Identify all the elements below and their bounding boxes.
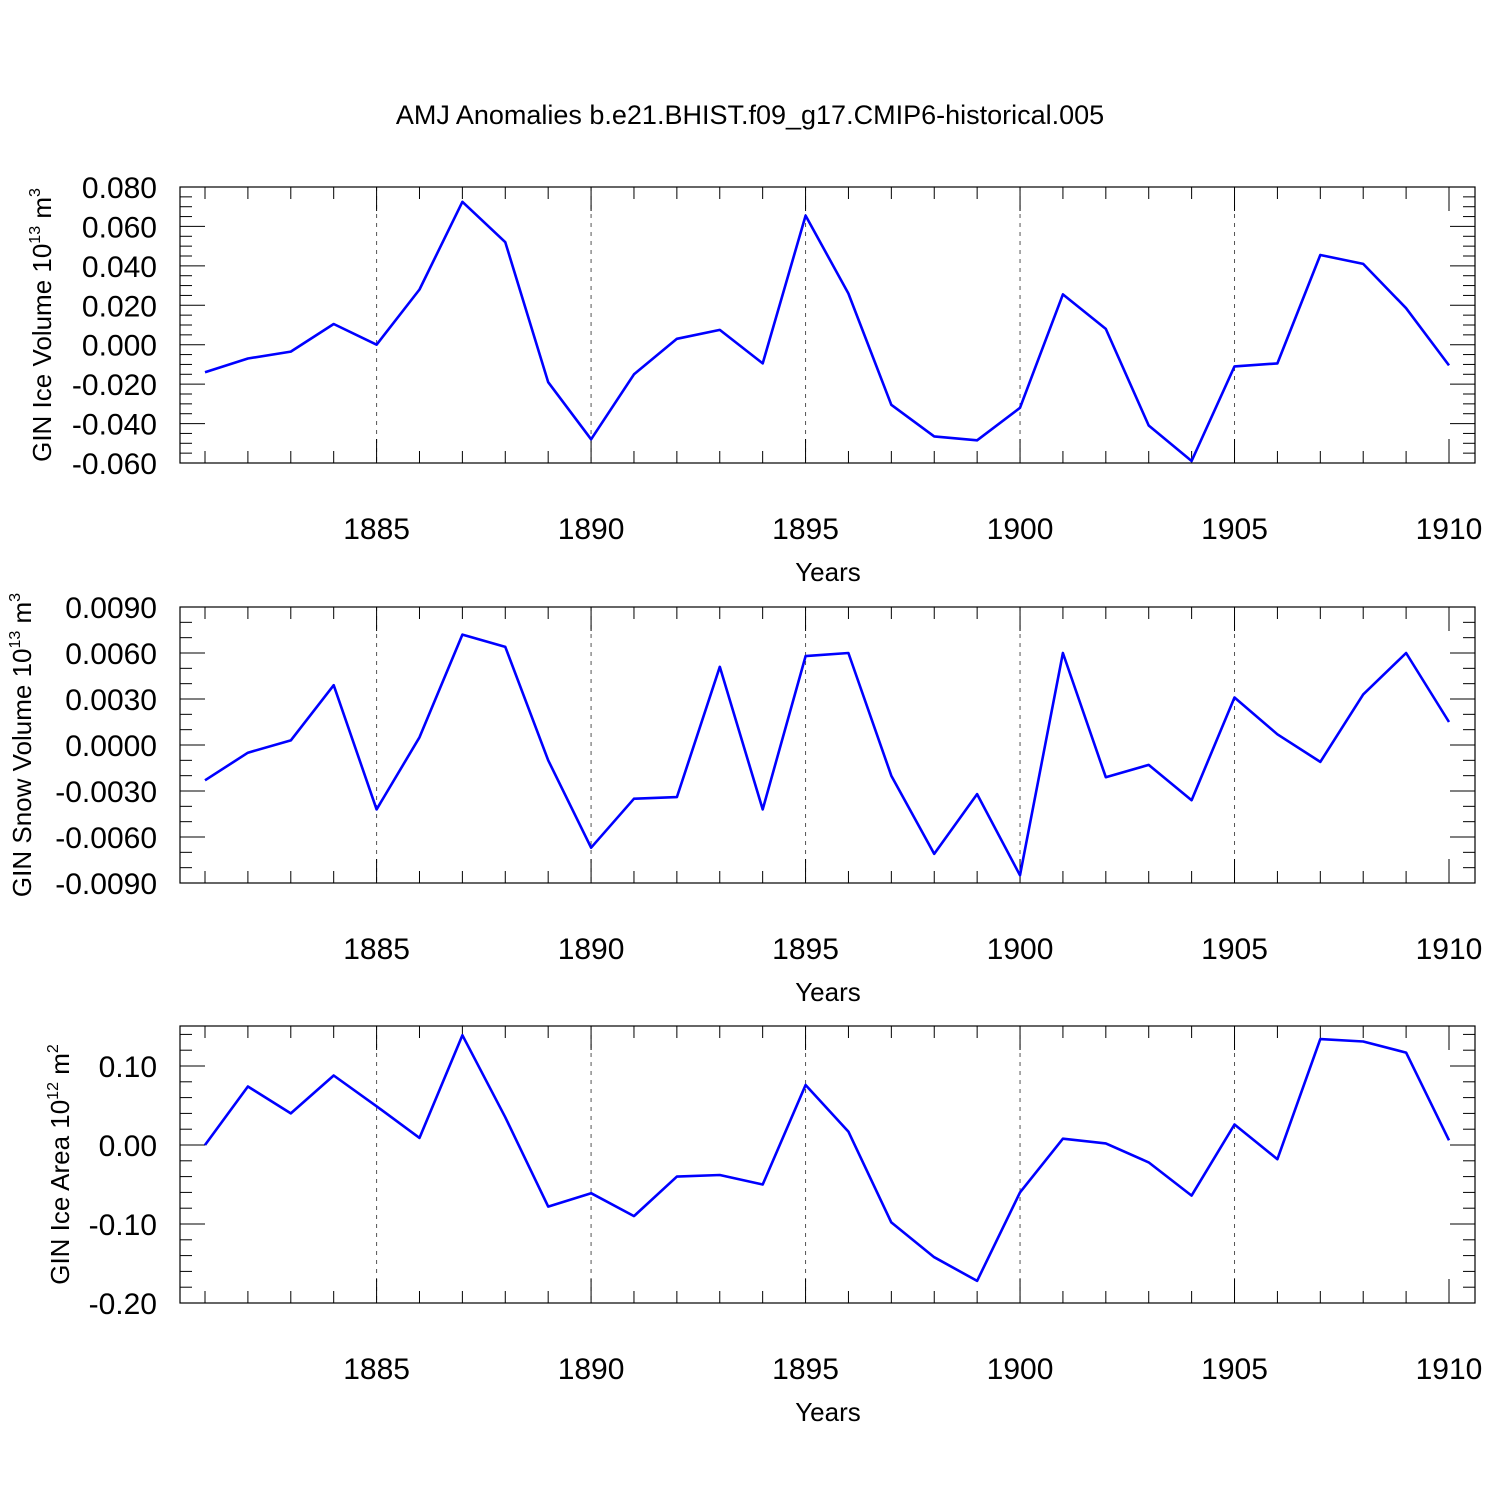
y-tick-label: 0.020 [82,290,157,323]
panel-3: -0.20 -0.10 0.00 0.10 1885 1890 1895 1900 1905 19… [45,1025,1483,1427]
y-tick-label: 0.0000 [65,730,157,763]
panel-2: -0.0090 -0.0060 -0.0030 0.0000 0.0030 0.0060 0… [7,592,1482,1007]
plot-frame [179,606,1476,884]
x-tick-label: 1895 [772,513,839,546]
x-tick-label: 1895 [772,1353,839,1386]
y-axis-label: GIN Snow Volume 1013 m3 [7,593,37,897]
x-axis-label: Years [795,1397,861,1427]
panel-1: -0.060 -0.040 -0.020 0.000 0.020 0.040 0.060 0.… [27,172,1482,587]
x-tick-label: 1885 [343,933,410,966]
series-line [204,200,1451,463]
y-axis-label: GIN Ice Volume 1013 m3 [27,188,57,462]
y-tick-label: 0.10 [99,1051,157,1084]
y-tick-label: 0.060 [82,211,157,244]
x-tick-label: 1910 [1416,933,1483,966]
x-tick-label: 1900 [987,1353,1054,1386]
x-tick-label: 1895 [772,933,839,966]
x-tick-label: 1885 [343,1353,410,1386]
x-axis-label: Years [795,557,861,587]
y-tick-label: 0.0090 [65,592,157,625]
y-tick-label: 0.0030 [65,684,157,717]
x-tick-label: 1885 [343,513,410,546]
y-axis-label: GIN Ice Area 1012 m2 [45,1044,75,1285]
y-tick-label: -0.060 [72,448,157,481]
x-tick-label: 1890 [558,1353,625,1386]
plot-frame [179,186,1476,464]
y-tick-label: -0.020 [72,369,157,402]
y-tick-label: 0.040 [82,251,157,284]
x-tick-label: 1910 [1416,513,1483,546]
y-tick-label: 0.00 [99,1130,157,1163]
y-tick-label: 0.0060 [65,638,157,671]
y-tick-label: -0.10 [89,1209,157,1242]
x-tick-label: 1905 [1201,1353,1268,1386]
y-tick-label: -0.0060 [55,822,157,855]
figure-title: AMJ Anomalies b.e21.BHIST.f09_g17.CMIP6-… [396,100,1104,130]
y-tick-label: 0.000 [82,330,157,363]
y-tick-label: -0.0030 [55,776,157,809]
x-axis-label: Years [795,977,861,1007]
plot-frame [179,1025,1476,1304]
x-tick-label: 1910 [1416,1353,1483,1386]
panels: -0.060 -0.040 -0.020 0.000 0.020 0.040 0.060 0.… [7,172,1482,1427]
x-tick-label: 1900 [987,513,1054,546]
x-tick-label: 1890 [558,933,625,966]
x-tick-label: 1890 [558,513,625,546]
x-tick-label: 1905 [1201,933,1268,966]
series-line [203,1033,1451,1283]
y-tick-label: -0.040 [72,409,157,442]
y-tick-label: -0.0090 [55,868,157,901]
y-tick-label: -0.20 [89,1288,157,1321]
x-tick-label: 1900 [987,933,1054,966]
series-line [204,633,1451,877]
y-tick-label: 0.080 [82,172,157,205]
x-tick-label: 1905 [1201,513,1268,546]
